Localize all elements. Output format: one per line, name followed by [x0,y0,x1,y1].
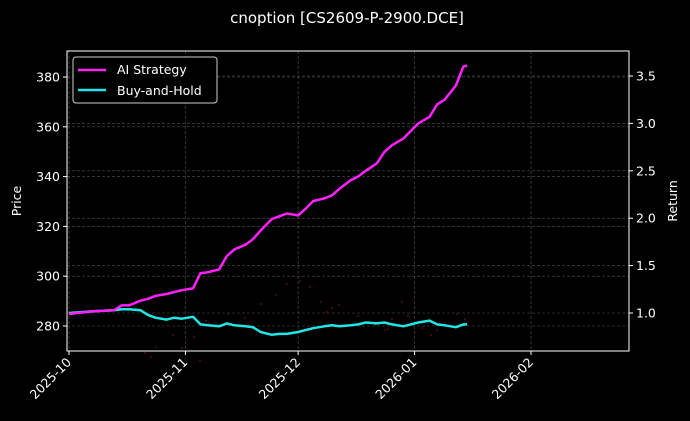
price-point [286,283,288,285]
price-point [199,360,201,362]
y-tick-label-left: 360 [36,119,60,134]
price-point [436,329,438,331]
price-scatter [144,280,466,362]
price-point [387,328,389,330]
price-point [320,301,322,303]
price-point [331,307,333,309]
y-tick-label-right: 2.5 [636,163,656,178]
y-tick-label-right: 3.0 [636,116,656,131]
series-line-ai-strategy [68,64,468,316]
price-point [172,334,174,336]
price-point [150,356,152,358]
price-point [244,317,246,319]
price-point [260,303,262,305]
chart-title: cnoption [CS2609-P-2900.DCE] [230,9,464,27]
price-point [181,347,183,349]
plot-frame [66,50,630,352]
series-lines [68,64,468,337]
price-point [299,280,301,282]
y-axis-label-left: Price [9,185,24,216]
price-point [155,346,157,348]
left-y-axis: 280 300 320 340 360 380 [36,70,67,334]
price-point [407,315,409,317]
y-tick-label-left: 300 [36,269,60,284]
y-tick-label-right: 1.5 [636,258,656,273]
price-point [384,329,386,331]
y-axis-label-right: Return [665,180,680,221]
price-point [421,327,423,329]
right-y-axis: 1.0 1.5 2.0 2.5 3.0 3.5 [629,69,656,321]
price-point [144,352,146,354]
price-point [275,294,277,296]
y-tick-label-left: 340 [36,169,60,184]
price-point [205,320,207,322]
price-point [357,315,359,317]
y-tick-label-right: 1.0 [636,306,656,321]
price-point [208,322,210,324]
y-tick-label-left: 380 [36,70,60,85]
legend-box [72,56,218,104]
legend: AI Strategy Buy-and-Hold [72,56,218,104]
y-tick-label-left: 280 [36,319,60,334]
price-point [464,318,466,320]
y-tick-label-right: 2.0 [636,211,656,226]
legend-label-buy-and-hold: Buy-and-Hold [117,83,202,98]
series-line-buy-and-hold [68,307,468,337]
price-point [456,313,458,315]
price-point [309,286,311,288]
price-point [391,318,393,320]
price-point [338,304,340,306]
price-point [227,313,229,315]
price-point [430,334,432,336]
price-point [193,336,195,338]
y-tick-label-left: 320 [36,219,60,234]
price-point [401,301,403,303]
y-tick-label-right: 3.5 [636,69,656,84]
legend-label-ai-strategy: AI Strategy [117,62,187,77]
price-point [326,311,328,313]
